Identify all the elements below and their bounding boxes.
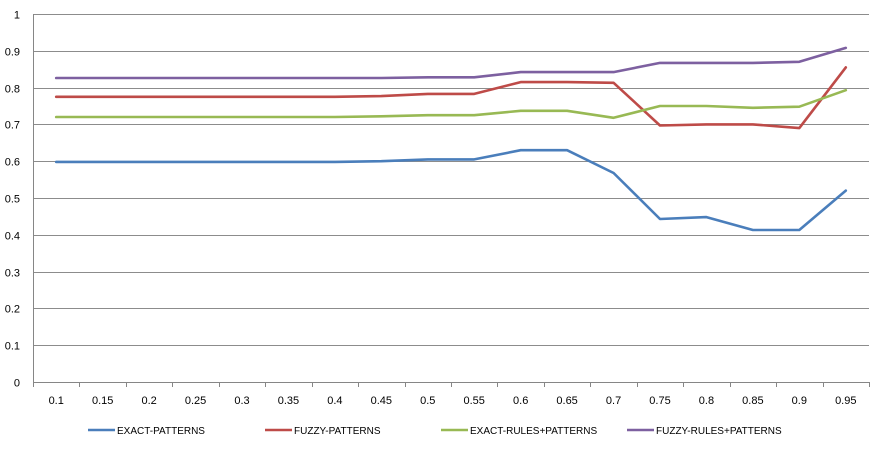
x-tick-label: 0.3 <box>234 395 249 407</box>
x-tick-label: 0.8 <box>699 395 714 407</box>
y-tick-label: 0.1 <box>5 341 20 353</box>
x-tick-label: 0.35 <box>278 395 299 407</box>
legend-label-exact-patterns: EXACT-PATTERNS <box>117 426 205 437</box>
x-tick-label: 0.45 <box>371 395 392 407</box>
x-tick-label: 0.7 <box>606 395 621 407</box>
y-tick-label: 0.4 <box>5 231 20 243</box>
y-tick-label: 0.2 <box>5 304 20 316</box>
x-tick-label: 0.5 <box>420 395 435 407</box>
series-line-exact-patterns <box>54 148 848 232</box>
series-lines <box>54 46 848 232</box>
y-tick-label: 0.5 <box>5 194 20 206</box>
y-tick-label: 0.8 <box>5 84 20 96</box>
y-tick-label: 0.9 <box>5 47 20 59</box>
x-tick-label: 0.6 <box>513 395 528 407</box>
legend: EXACT-PATTERNS FUZZY-PATTERNS EXACT-RULES+… <box>88 426 782 437</box>
series-line-exact-rules-patterns <box>54 88 848 120</box>
legend-label-exact-rules-patterns: EXACT-RULES+PATTERNS <box>470 426 597 437</box>
y-tick-label: 0.6 <box>5 157 20 169</box>
legend-label-fuzzy-rules-patterns: FUZZY-RULES+PATTERNS <box>656 426 782 437</box>
x-tick-label: 0.85 <box>742 395 763 407</box>
x-tick-label: 0.1 <box>49 395 64 407</box>
gridlines <box>33 14 869 383</box>
x-tick-label: 0.65 <box>556 395 577 407</box>
x-tick-label: 0.4 <box>327 395 342 407</box>
x-tick-label: 0.9 <box>792 395 807 407</box>
x-tick-label: 0.2 <box>141 395 156 407</box>
y-tick-label: 0.3 <box>5 268 20 280</box>
series-line-fuzzy-patterns <box>54 66 848 130</box>
x-tick-label: 0.95 <box>835 395 856 407</box>
x-tick-label: 0.15 <box>92 395 113 407</box>
series-line-fuzzy-rules-patterns <box>54 46 848 80</box>
y-tick-label: 0.7 <box>5 120 20 132</box>
legend-label-fuzzy-patterns: FUZZY-PATTERNS <box>294 426 381 437</box>
y-tick-label: 1 <box>14 10 20 22</box>
y-tick-label: 0 <box>14 378 20 390</box>
x-axis-tick-labels: 0.1 0.15 0.2 0.25 0.3 0.35 0.4 0.45 0.5 0.55 0.6 0.… <box>33 382 870 407</box>
x-tick-label: 0.55 <box>464 395 485 407</box>
x-tick-label: 0.75 <box>649 395 670 407</box>
x-tick-label: 0.25 <box>185 395 206 407</box>
y-axis-tick-labels: 0 0.1 0.2 0.3 0.4 0.5 0.6 0.7 0.8 0.9 1 <box>5 10 20 390</box>
